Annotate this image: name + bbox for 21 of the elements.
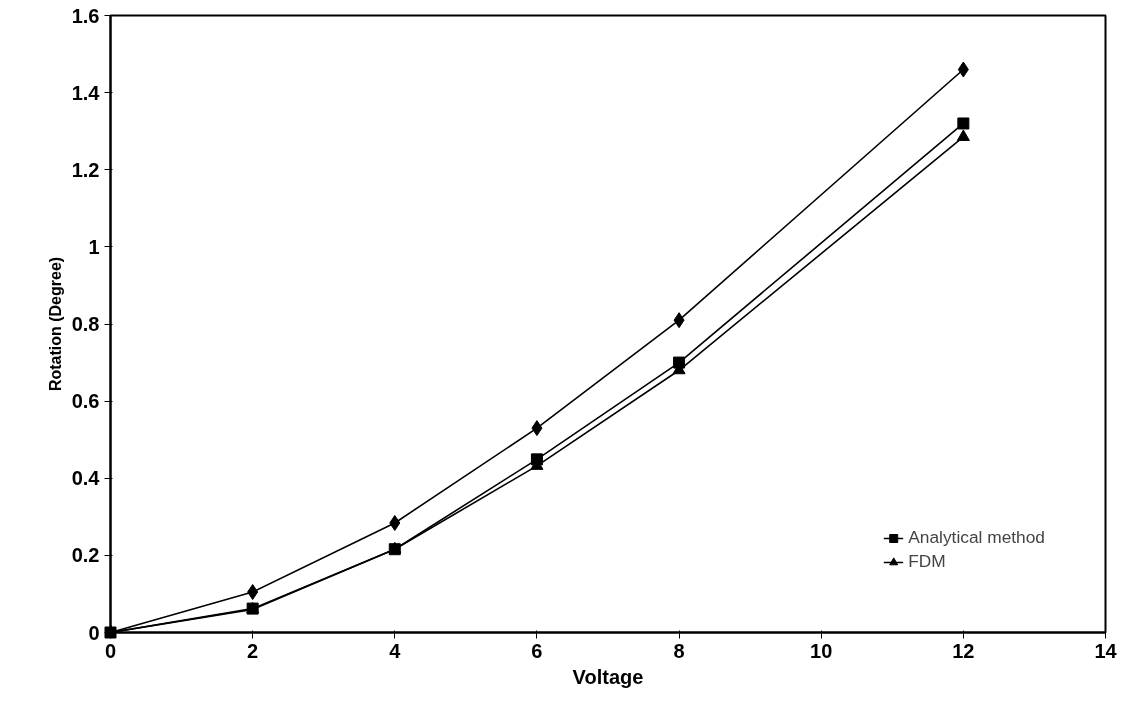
y-tick-label: 0.6 — [71, 390, 100, 413]
y-tick-label: 1.6 — [71, 4, 100, 27]
y-tick-label: 0.8 — [71, 313, 100, 335]
legend-label: FDM — [908, 551, 946, 572]
x-tick-label: 8 — [673, 639, 685, 662]
x-tick-label: 14 — [1094, 639, 1118, 662]
legend-label: Analytical method — [908, 527, 1045, 548]
x-tick-label: 0 — [104, 639, 117, 662]
y-axis-title: Rotation (Degree) — [46, 256, 64, 392]
y-tick-label: 1.2 — [71, 158, 100, 181]
y-tick-label: 0.2 — [71, 544, 100, 567]
x-tick-label: 4 — [389, 639, 402, 662]
y-tick-label: 1.4 — [71, 81, 101, 104]
x-tick-label: 6 — [531, 639, 543, 662]
y-tick-label: 0.4 — [71, 467, 101, 490]
x-axis-title: Voltage — [572, 665, 644, 688]
x-tick-label: 12 — [952, 639, 975, 662]
x-tick-label: 2 — [247, 639, 259, 662]
y-tick-label: 1 — [88, 235, 100, 258]
x-tick-label: 10 — [810, 639, 833, 662]
y-tick-label: 0 — [88, 621, 100, 644]
